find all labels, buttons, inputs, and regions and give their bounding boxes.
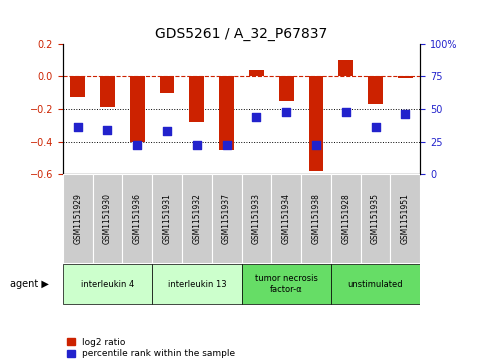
Text: GSM1151937: GSM1151937	[222, 193, 231, 244]
Text: GSM1151931: GSM1151931	[163, 193, 171, 244]
FancyBboxPatch shape	[390, 174, 420, 263]
Text: unstimulated: unstimulated	[348, 280, 403, 289]
FancyBboxPatch shape	[242, 174, 271, 263]
FancyBboxPatch shape	[331, 174, 361, 263]
Point	[312, 143, 320, 148]
Text: GSM1151938: GSM1151938	[312, 193, 320, 244]
Point	[342, 109, 350, 114]
Text: GSM1151936: GSM1151936	[133, 193, 142, 244]
Bar	[70, 76, 85, 98]
Text: GSM1151951: GSM1151951	[401, 193, 410, 244]
Text: GSM1151930: GSM1151930	[103, 193, 112, 244]
FancyBboxPatch shape	[63, 174, 93, 263]
FancyBboxPatch shape	[242, 264, 331, 304]
FancyBboxPatch shape	[301, 174, 331, 263]
Text: interleukin 4: interleukin 4	[81, 280, 134, 289]
FancyBboxPatch shape	[93, 174, 122, 263]
Point	[74, 124, 82, 130]
Bar	[368, 76, 383, 104]
Bar	[249, 70, 264, 76]
FancyBboxPatch shape	[152, 264, 242, 304]
Bar	[338, 60, 353, 76]
Point	[163, 128, 171, 134]
Title: GDS5261 / A_32_P67837: GDS5261 / A_32_P67837	[156, 27, 327, 41]
FancyBboxPatch shape	[212, 174, 242, 263]
Bar	[279, 76, 294, 101]
Point	[223, 143, 230, 148]
Legend: log2 ratio, percentile rank within the sample: log2 ratio, percentile rank within the s…	[67, 338, 235, 359]
Bar	[159, 76, 174, 93]
Bar	[309, 76, 324, 171]
FancyBboxPatch shape	[152, 174, 182, 263]
Bar	[100, 76, 115, 107]
Point	[372, 124, 380, 130]
Bar	[219, 76, 234, 150]
Bar	[130, 76, 145, 142]
Text: GSM1151935: GSM1151935	[371, 193, 380, 244]
Point	[193, 143, 201, 148]
Text: GSM1151928: GSM1151928	[341, 193, 350, 244]
FancyBboxPatch shape	[63, 264, 152, 304]
FancyBboxPatch shape	[361, 174, 390, 263]
Text: GSM1151932: GSM1151932	[192, 193, 201, 244]
Text: tumor necrosis
factor-α: tumor necrosis factor-α	[255, 274, 318, 294]
Point	[401, 111, 409, 117]
Point	[104, 127, 112, 133]
Text: GSM1151934: GSM1151934	[282, 193, 291, 244]
FancyBboxPatch shape	[331, 264, 420, 304]
Bar	[189, 76, 204, 122]
Point	[282, 109, 290, 114]
FancyBboxPatch shape	[271, 174, 301, 263]
Point	[253, 114, 260, 120]
Text: interleukin 13: interleukin 13	[168, 280, 226, 289]
Point	[133, 143, 141, 148]
FancyBboxPatch shape	[182, 174, 212, 263]
Bar	[398, 76, 413, 78]
Text: GSM1151929: GSM1151929	[73, 193, 82, 244]
FancyBboxPatch shape	[122, 174, 152, 263]
Text: agent ▶: agent ▶	[10, 279, 48, 289]
Text: GSM1151933: GSM1151933	[252, 193, 261, 244]
